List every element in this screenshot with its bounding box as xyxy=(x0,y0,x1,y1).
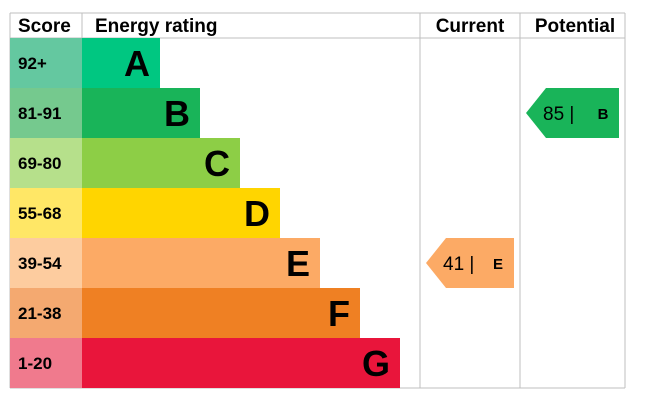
rating-letter-d: D xyxy=(244,193,270,234)
current-header: Current xyxy=(436,16,505,37)
rating-letter-b: B xyxy=(164,93,190,134)
potential-rating-letter: B xyxy=(598,106,609,123)
score-cell-g xyxy=(10,338,82,388)
current-rating-letter: E xyxy=(493,256,503,273)
score-range-e: 39-54 xyxy=(18,254,62,273)
potential-header: Potential xyxy=(535,16,615,37)
rating-letter-a: A xyxy=(124,43,150,84)
potential-rating-arrow xyxy=(526,88,619,138)
score-range-f: 21-38 xyxy=(18,304,61,323)
rating-letter-c: C xyxy=(204,143,230,184)
score-range-c: 69-80 xyxy=(18,154,61,173)
rating-bar-c xyxy=(82,138,240,188)
score-range-d: 55-68 xyxy=(18,204,61,223)
score-range-b: 81-91 xyxy=(18,104,61,123)
rating-letter-g: G xyxy=(362,343,390,384)
rating-bar-f xyxy=(82,288,360,338)
score-cell-e xyxy=(10,238,82,288)
rating-bar-b xyxy=(82,88,200,138)
rating-arrows: 41 | E 85 | B xyxy=(426,88,619,288)
score-header: Score xyxy=(18,16,71,37)
current-rating-value: 41 | xyxy=(443,254,474,275)
rating-letter-f: F xyxy=(328,293,350,334)
score-cell-c xyxy=(10,138,82,188)
rating-bar-e xyxy=(82,238,320,288)
rating-bar-g xyxy=(82,338,400,388)
score-range-g: 1-20 xyxy=(18,354,52,373)
score-cell-d xyxy=(10,188,82,238)
potential-rating-value: 85 | xyxy=(543,104,574,125)
header-row: Score Energy rating Current Potential xyxy=(18,16,615,37)
rating-letter-e: E xyxy=(286,243,310,284)
current-rating-arrow xyxy=(426,238,514,288)
rating-bar-a xyxy=(82,38,160,88)
score-range-a: 92+ xyxy=(18,54,47,73)
rating-bar-d xyxy=(82,188,280,238)
rating-bands: 92+ A 81-91 B 69-80 C 55-68 D 39-54 E 21-38 F 1-20 G xyxy=(10,38,400,388)
score-cell-a xyxy=(10,38,82,88)
energy-rating-header: Energy rating xyxy=(95,16,217,37)
score-cell-f xyxy=(10,288,82,338)
score-cell-b xyxy=(10,88,82,138)
